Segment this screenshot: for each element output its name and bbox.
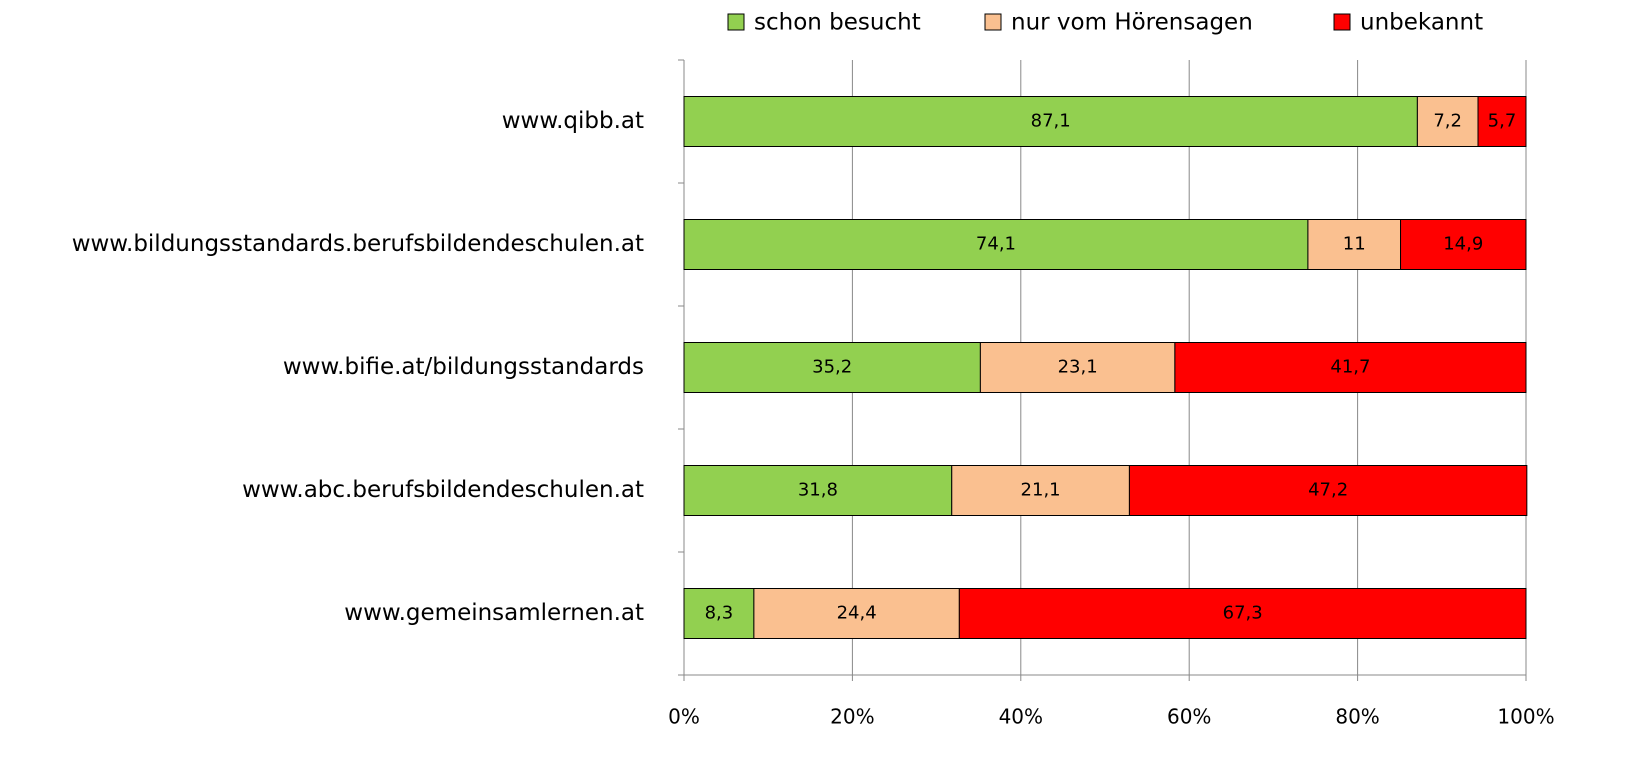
bar-segment	[1400, 219, 1527, 270]
data-label: 11	[1343, 234, 1366, 255]
data-label: 31,8	[798, 480, 838, 501]
data-label: 67,3	[1223, 603, 1263, 624]
legend-label: unbekannt	[1360, 10, 1483, 36]
data-label: 87,1	[1031, 111, 1071, 132]
data-label: 24,4	[837, 603, 877, 624]
data-label: 5,7	[1488, 111, 1517, 132]
bar-segment	[683, 465, 953, 516]
data-label: 74,1	[976, 234, 1016, 255]
y-tick-label: www.gemeinsamlernen.at	[344, 600, 644, 626]
legend-swatch	[1333, 13, 1351, 31]
data-label: 47,2	[1308, 480, 1348, 501]
bar-segment	[753, 588, 960, 639]
bar-segment	[951, 465, 1130, 516]
bar-segment	[683, 342, 981, 393]
x-tick-label: 100%	[1497, 705, 1554, 729]
bar-segment	[683, 96, 1418, 147]
legend-label: nur vom Hörensagen	[1011, 10, 1253, 36]
x-tick-label: 60%	[1167, 705, 1211, 729]
legend-swatch	[727, 13, 745, 31]
bar-segment	[1416, 96, 1479, 147]
x-tick-label: 80%	[1335, 705, 1379, 729]
y-tick-label: www.bildungsstandards.berufsbildendeschu…	[72, 231, 644, 257]
data-label: 14,9	[1443, 234, 1483, 255]
data-label: 41,7	[1330, 357, 1370, 378]
data-label: 23,1	[1058, 357, 1098, 378]
bar-segment	[1174, 342, 1527, 393]
bar-segment	[979, 342, 1176, 393]
y-tick-label: www.abc.berufsbildendeschulen.at	[242, 477, 644, 503]
bar-segment	[1128, 465, 1528, 516]
x-tick-label: 20%	[830, 705, 874, 729]
bar-segment	[1477, 96, 1527, 147]
bar-segment	[958, 588, 1527, 639]
x-tick-label: 40%	[999, 705, 1043, 729]
y-tick-label: www.bifie.at/bildungsstandards	[283, 354, 644, 380]
data-label: 7,2	[1433, 111, 1462, 132]
bar-segment	[683, 219, 1309, 270]
legend-label: schon besucht	[754, 10, 921, 36]
data-label: 35,2	[812, 357, 852, 378]
legend-swatch	[984, 13, 1002, 31]
y-tick-label: www.qibb.at	[502, 108, 644, 134]
data-label: 21,1	[1021, 480, 1061, 501]
bar-segment	[1307, 219, 1402, 270]
x-tick-label: 0%	[668, 705, 700, 729]
data-label: 8,3	[705, 603, 734, 624]
